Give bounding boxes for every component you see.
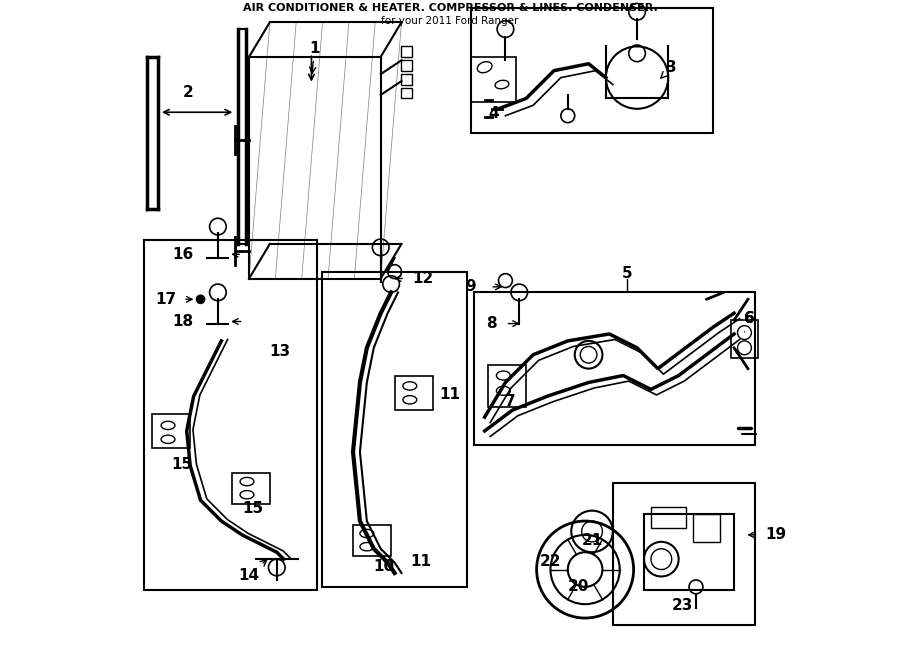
Text: 23: 23 (671, 598, 693, 613)
Bar (731, 320, 759, 358)
Bar (613, 483, 755, 625)
Text: 4: 4 (489, 106, 499, 121)
Text: 12: 12 (412, 271, 433, 286)
Text: AIR CONDITIONER & HEATER. COMPRESSOR & LINES. CONDENSER.: AIR CONDITIONER & HEATER. COMPRESSOR & L… (243, 3, 657, 13)
Text: 1: 1 (310, 41, 320, 73)
Circle shape (196, 295, 204, 303)
Bar (353, 524, 392, 556)
Text: 3: 3 (661, 59, 677, 78)
Text: 11: 11 (410, 554, 431, 568)
Bar (651, 507, 686, 528)
Text: 8: 8 (486, 316, 497, 331)
Text: 7: 7 (505, 395, 516, 409)
Bar (474, 292, 755, 445)
Text: 10: 10 (374, 559, 395, 574)
Text: 15: 15 (242, 501, 263, 516)
Text: 20: 20 (568, 579, 589, 594)
Bar (401, 88, 412, 98)
Text: 14: 14 (238, 560, 266, 582)
Text: 13: 13 (270, 344, 291, 359)
Bar (401, 46, 412, 57)
Bar (231, 473, 270, 504)
Text: 9: 9 (465, 280, 476, 294)
Text: 6: 6 (744, 311, 755, 332)
Text: 17: 17 (155, 292, 176, 307)
Text: 19: 19 (765, 527, 787, 543)
Bar (394, 375, 433, 410)
Bar (401, 60, 412, 71)
Text: for your 2011 Ford Ranger: for your 2011 Ford Ranger (382, 16, 518, 26)
Text: 18: 18 (173, 314, 194, 329)
Text: 22: 22 (540, 554, 562, 568)
Text: 21: 21 (581, 533, 603, 548)
Text: 15: 15 (172, 457, 193, 472)
Bar (692, 514, 720, 542)
Bar (401, 74, 412, 85)
Text: 2: 2 (183, 85, 194, 100)
Text: 6: 6 (744, 311, 755, 325)
Bar (644, 514, 734, 590)
Text: 11: 11 (439, 387, 461, 403)
Text: 16: 16 (173, 247, 194, 262)
Text: 5: 5 (621, 266, 632, 281)
Bar (322, 272, 467, 587)
Bar (471, 9, 714, 133)
Bar (152, 414, 190, 448)
Bar (488, 365, 526, 407)
Bar (144, 241, 317, 590)
Bar (471, 57, 516, 102)
